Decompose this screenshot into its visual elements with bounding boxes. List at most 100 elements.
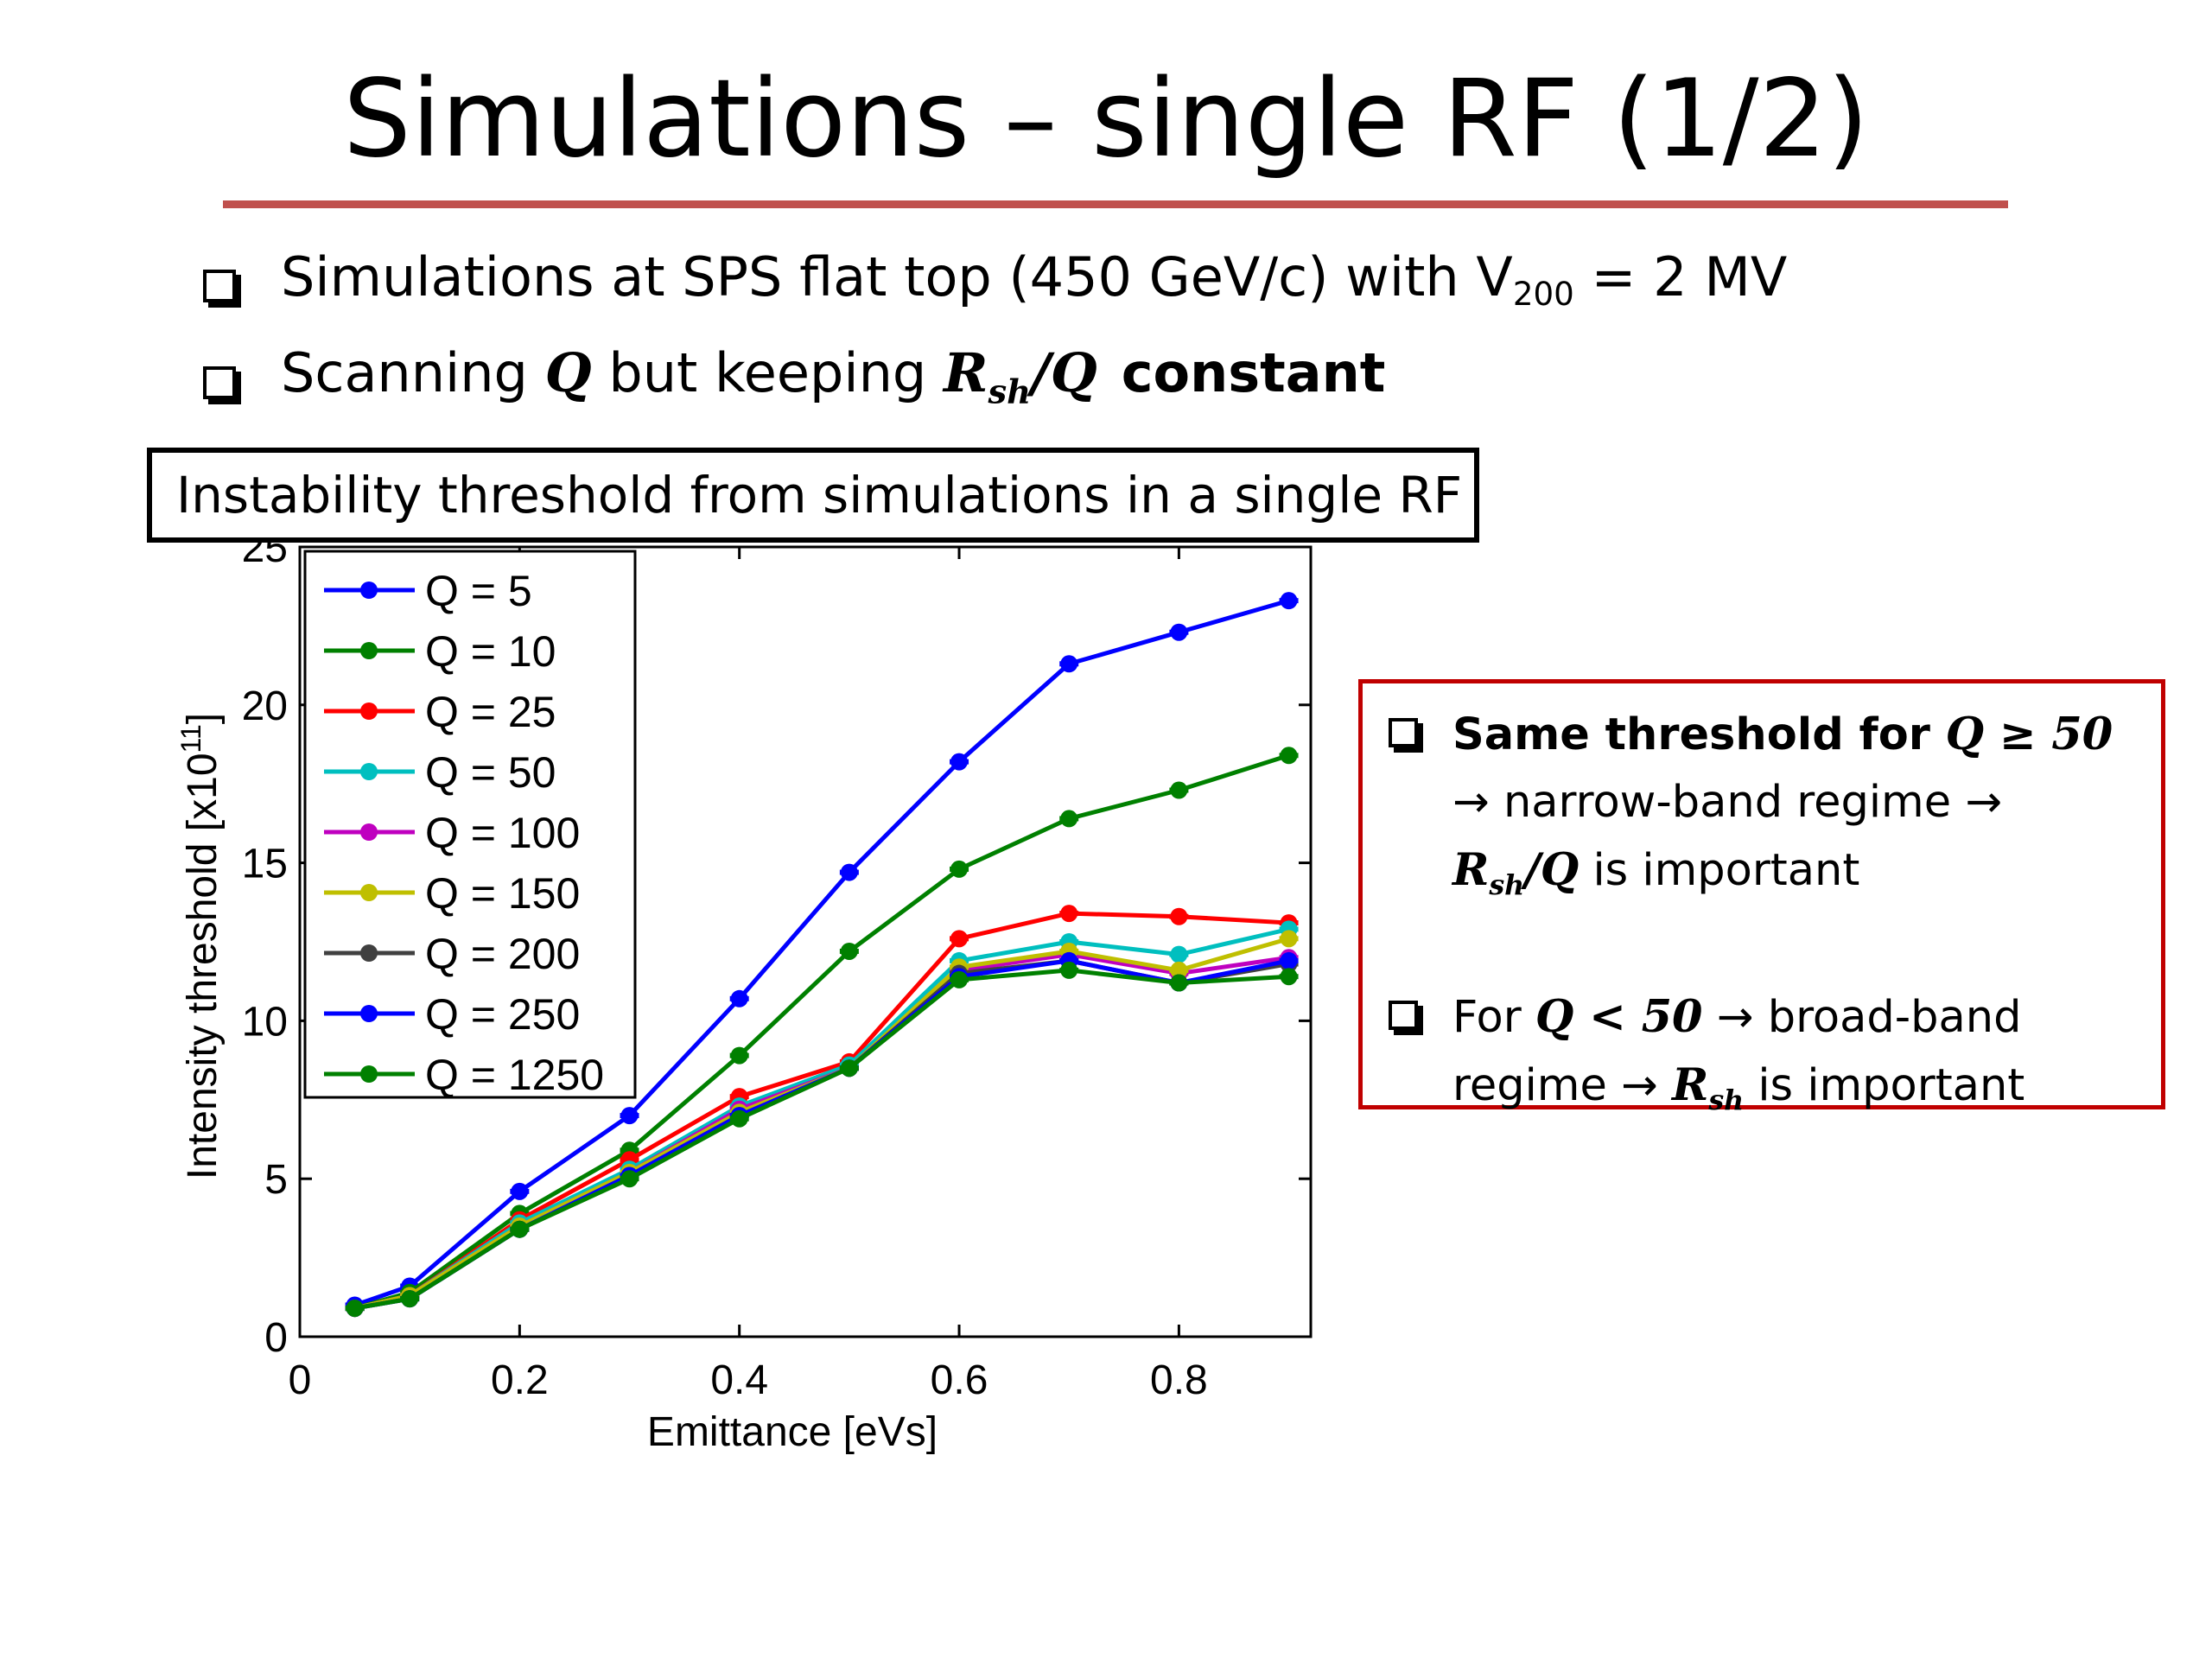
error-bar (1169, 629, 1189, 635)
bullet-item-scan: Scanning Q but keeping Rsh/Q constant (203, 334, 1845, 432)
checkbox-bullet-icon (1389, 1001, 1418, 1031)
legend-label: Q = 100 (425, 809, 580, 857)
y-tick-label: 20 (242, 683, 288, 729)
legend-entry: Q = 250 (324, 990, 580, 1039)
legend-marker (360, 642, 378, 659)
error-bar (839, 948, 859, 954)
error-bar (839, 869, 859, 875)
bullet-text-part: = 2 MV (1573, 245, 1788, 308)
bullet-text-part: Simulations at SPS flat top (450 GeV/c) … (281, 245, 1513, 308)
legend-marker (360, 582, 378, 599)
error-bar (1059, 911, 1079, 917)
error-bar (1279, 936, 1299, 942)
legend-label: Q = 5 (425, 567, 532, 615)
error-bar (729, 1052, 749, 1058)
series-line (354, 968, 1289, 1311)
callout-bold-text: Same threshold for (1452, 709, 1946, 760)
error-bar (950, 976, 969, 982)
legend-label: Q = 1250 (425, 1051, 604, 1099)
error-bar (1279, 957, 1299, 963)
callout-line: is important (1744, 1060, 2025, 1112)
error-bar (729, 995, 749, 1001)
math-r: R (943, 341, 988, 405)
x-tick-label: 0.6 (931, 1357, 988, 1403)
error-bar (1279, 974, 1299, 980)
bullet-text-bold: constant (1121, 341, 1386, 405)
legend-marker (360, 823, 378, 841)
legend-marker (360, 763, 378, 780)
math-r: R (1671, 1059, 1709, 1112)
y-axis-label: Intensity threshold [x1011] (175, 713, 226, 1179)
y-tick-label: 10 (242, 999, 288, 1045)
error-bar (1169, 787, 1189, 793)
legend-label: Q = 200 (425, 930, 580, 978)
error-bar (1059, 967, 1079, 973)
series-q=10 (345, 747, 1299, 1318)
error-bar (1279, 753, 1299, 759)
legend-box (303, 550, 637, 1099)
error-bar (1169, 980, 1189, 986)
legend-label: Q = 25 (425, 688, 556, 736)
error-bar (510, 1226, 530, 1232)
error-bar (1059, 948, 1079, 954)
chart-caption: Instability threshold from simulations i… (147, 448, 1479, 543)
series-line (353, 753, 1290, 1311)
legend-entry: Q = 5 (324, 567, 532, 615)
error-bar (1169, 913, 1189, 919)
legend-marker (360, 1065, 378, 1083)
error-bar (950, 866, 969, 872)
title-rule (223, 200, 2008, 208)
legend-entry: Q = 200 (324, 930, 580, 978)
math-q: Q (544, 341, 592, 405)
error-bar (1279, 598, 1299, 604)
error-bar (729, 1116, 749, 1122)
error-bar (510, 1188, 530, 1194)
error-bar (950, 759, 969, 765)
legend-entry: Q = 100 (324, 809, 580, 857)
callout-box: Same threshold for Q ≥ 50 → narrow-band … (1358, 679, 2165, 1116)
x-tick-label: 0.4 (710, 1357, 768, 1403)
callout-item-narrow-band: Same threshold for Q ≥ 50 → narrow-band … (1389, 701, 2144, 919)
bullet-text-part: Scanning (281, 341, 545, 405)
error-bar (345, 1306, 365, 1312)
legend-entry: Q = 150 (324, 869, 580, 918)
y-tick-label: 15 (242, 842, 288, 887)
math-condition: Q < 50 (1535, 991, 1703, 1044)
error-bar (620, 1157, 639, 1163)
y-tick-label: 0 (264, 1315, 288, 1361)
error-bar (620, 1113, 639, 1119)
callout-text: Same threshold for Q ≥ 50 → narrow-band … (1452, 701, 2113, 919)
error-bar (1059, 957, 1079, 963)
legend-label: Q = 150 (425, 869, 580, 918)
legend-marker (360, 944, 378, 962)
error-bar (1059, 939, 1079, 944)
legend-entry: Q = 25 (324, 688, 556, 736)
bullet-list: Simulations at SPS flat top (450 GeV/c) … (203, 238, 1845, 433)
bullet-text: Simulations at SPS flat top (450 GeV/c) … (281, 238, 1787, 334)
series-line (353, 598, 1290, 1307)
error-bar (729, 1094, 749, 1100)
bullet-text: Scanning Q but keeping Rsh/Q constant (281, 334, 1385, 432)
callout-item-broad-band: For Q < 50 → broad-band regime → Rsh is … (1389, 983, 2144, 1135)
callout-line: is important (1579, 845, 1860, 896)
math-r-subscript: sh (988, 372, 1032, 412)
x-tick-label: 0.2 (491, 1357, 549, 1403)
y-tick-label: 5 (264, 1157, 288, 1203)
math-slash-q: /Q (1524, 844, 1580, 896)
error-bar (839, 1065, 859, 1071)
legend-label: Q = 10 (425, 627, 556, 676)
callout-text: For Q < 50 → broad-band regime → Rsh is … (1452, 983, 2024, 1135)
legend-label: Q = 50 (425, 748, 556, 797)
legend-entry: Q = 1250 (324, 1051, 604, 1099)
callout-line: → narrow-band regime → (1452, 777, 2003, 828)
bullet-item-conditions: Simulations at SPS flat top (450 GeV/c) … (203, 238, 1845, 334)
error-bar (620, 1147, 639, 1154)
series-q=1250 (345, 961, 1299, 1318)
error-bar (950, 936, 969, 942)
error-bar (1059, 661, 1079, 667)
math-r-subscript: sh (1708, 1084, 1745, 1117)
callout-line: regime → (1452, 1060, 1672, 1112)
callout-line: → broad-band (1702, 992, 2022, 1044)
legend-marker (360, 884, 378, 901)
legend-entry: Q = 10 (324, 627, 556, 676)
